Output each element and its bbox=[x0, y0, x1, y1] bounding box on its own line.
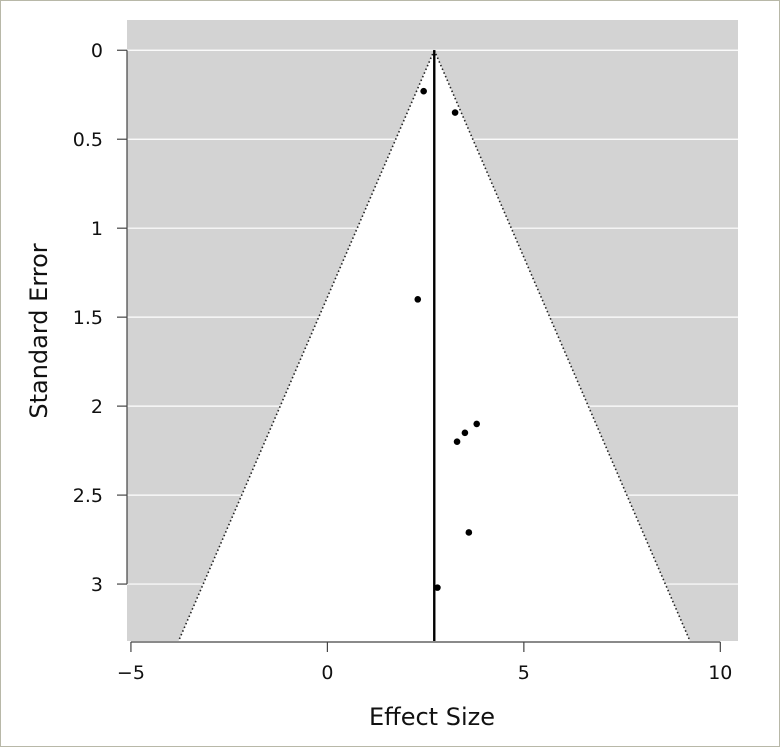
data-point bbox=[461, 429, 469, 437]
y-tick-label: 2 bbox=[91, 396, 103, 418]
y-tick-label: 0 bbox=[91, 40, 103, 62]
x-tick-label: 0 bbox=[321, 662, 333, 684]
funnel-left-boundary bbox=[177, 49, 436, 641]
y-axis: 0 0.5 1 1.5 2 2.5 3 bbox=[73, 40, 128, 596]
data-points bbox=[414, 87, 481, 591]
funnel-right-boundary bbox=[433, 49, 691, 641]
y-tick-label: 1 bbox=[91, 218, 103, 240]
y-tick-label: 0.5 bbox=[73, 129, 103, 151]
x-tick-label: −5 bbox=[117, 662, 145, 684]
x-axis-title: Effect Size bbox=[369, 703, 495, 731]
y-tick-label: 1.5 bbox=[73, 307, 103, 329]
y-tick-label: 3 bbox=[91, 574, 103, 596]
y-tick-label: 2.5 bbox=[73, 485, 103, 507]
data-point bbox=[453, 438, 461, 446]
y-axis-title: Standard Error bbox=[25, 243, 53, 418]
data-point bbox=[414, 296, 422, 303]
data-point bbox=[451, 109, 459, 116]
x-tick-label: 5 bbox=[518, 662, 530, 684]
x-tick-label: 10 bbox=[708, 662, 732, 684]
data-point bbox=[465, 529, 473, 536]
data-point bbox=[434, 584, 441, 591]
data-point bbox=[420, 87, 427, 95]
x-axis: −5 0 5 10 bbox=[117, 641, 732, 684]
data-point bbox=[473, 420, 481, 428]
